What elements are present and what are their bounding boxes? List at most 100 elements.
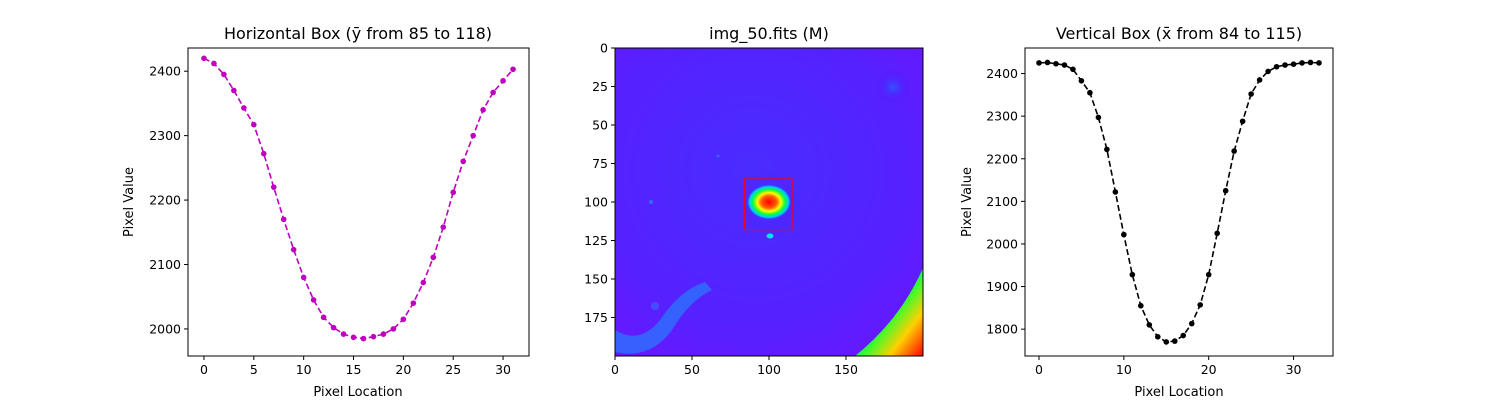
vertical-box-chart: Vertical Box (x̄ from 84 to 115) 0 10 20 30… [960, 24, 1334, 400]
x-axis-label: Pixel Location [1134, 385, 1223, 400]
data-point [1290, 61, 1297, 67]
data-point [241, 105, 247, 111]
image-heatmap [615, 48, 923, 356]
data-point [1163, 339, 1170, 345]
data-point [1112, 189, 1119, 195]
data-point [430, 254, 437, 261]
data-point [490, 89, 496, 96]
data-point [440, 224, 447, 230]
data-point [221, 71, 227, 78]
selection-box[interactable] [743, 178, 793, 231]
y-tick-label: 100 [584, 195, 608, 210]
data-point [380, 331, 387, 337]
data-point [1222, 187, 1229, 194]
data-point [1078, 78, 1085, 84]
y-tick-label: 2100 [149, 257, 181, 272]
data-point [1188, 320, 1195, 327]
y-axis-label: Pixel Value [122, 167, 137, 237]
data-point [251, 121, 257, 128]
data-point [470, 132, 476, 139]
series-line [203, 57, 514, 340]
data-point [1299, 60, 1305, 66]
y-tick-label: 2200 [149, 193, 181, 208]
x-tick-label: 150 [834, 362, 858, 377]
image-title: img_50.fits (M) [709, 24, 829, 44]
y-tick-label: 2100 [986, 194, 1018, 209]
data-point [1316, 60, 1322, 66]
plot-marks [201, 55, 516, 342]
x-tick-label: 30 [495, 362, 511, 377]
x-tick-label: 20 [395, 362, 411, 377]
data-point [1154, 334, 1161, 340]
data-point [320, 314, 327, 321]
data-point [260, 150, 267, 157]
data-point [1053, 60, 1059, 67]
y-tick-label: 2200 [986, 151, 1018, 166]
data-point [1070, 66, 1076, 73]
data-point [1044, 59, 1051, 66]
data-point [1273, 63, 1280, 70]
data-point [460, 158, 466, 165]
axis-ticks: 0 10 20 30 1800 1900 2000 2100 2200 2300 2400 [986, 66, 1301, 377]
data-point [350, 334, 357, 341]
data-point [1129, 271, 1136, 278]
y-tick-label: 0 [600, 41, 608, 56]
y-tick-label: 150 [584, 272, 608, 287]
data-point [1180, 332, 1187, 339]
x-tick-label: 100 [757, 362, 781, 377]
data-point [290, 246, 297, 253]
x-tick-label: 15 [346, 362, 362, 377]
data-point [330, 324, 337, 331]
x-tick-label: 0 [1035, 362, 1043, 377]
data-point [500, 78, 506, 84]
y-tick-label: 2400 [986, 66, 1018, 81]
data-point [1205, 271, 1212, 278]
x-axis-label: Pixel Location [313, 385, 402, 400]
data-point [390, 326, 397, 332]
data-point [1214, 230, 1220, 237]
data-point [1282, 62, 1288, 68]
data-point [1171, 338, 1178, 344]
y-tick-label: 125 [584, 233, 608, 248]
data-point [1095, 114, 1102, 121]
x-tick-label: 30 [1286, 362, 1302, 377]
y-tick-label: 2000 [149, 321, 181, 336]
data-point [1307, 59, 1314, 66]
data-point [201, 55, 207, 62]
x-tick-label: 50 [684, 362, 700, 377]
data-point [1138, 302, 1144, 309]
x-tick-label: 0 [611, 362, 619, 377]
data-point [270, 184, 277, 190]
data-point [300, 274, 307, 281]
data-point [310, 297, 317, 303]
data-point [1146, 322, 1153, 328]
data-point [1087, 89, 1093, 96]
y-tick-label: 175 [584, 310, 608, 325]
data-point [510, 66, 516, 73]
x-tick-label: 0 [200, 362, 208, 377]
y-axis-label: Pixel Value [960, 167, 975, 237]
x-tick-label: 10 [296, 362, 312, 377]
y-tick-label: 50 [592, 118, 608, 133]
axis-ticks: 0 5 10 15 20 25 30 2000 2100 2200 2300 2400 [149, 64, 511, 377]
data-point [1265, 68, 1271, 75]
y-tick-label: 1900 [986, 279, 1018, 294]
data-point [1104, 146, 1110, 153]
image-frame [614, 47, 924, 357]
x-tick-label: 25 [445, 362, 461, 377]
x-tick-label: 5 [250, 362, 258, 377]
data-point [1248, 91, 1254, 97]
plot-frame [1024, 47, 1334, 357]
y-tick-label: 25 [592, 79, 608, 94]
chart-title: Horizontal Box (ȳ from 85 to 118) [224, 24, 492, 43]
y-tick-label: 2400 [149, 64, 181, 79]
data-point [1256, 77, 1263, 83]
data-point [1239, 118, 1246, 125]
y-tick-label: 2000 [986, 236, 1018, 251]
plot-marks [1036, 59, 1322, 345]
data-point [1231, 148, 1237, 154]
data-point [400, 316, 407, 323]
data-point [450, 189, 457, 196]
fits-image-panel: img_50.fits (M) 0 50 100 150 0 25 50 75 100 125 15… [584, 24, 924, 377]
